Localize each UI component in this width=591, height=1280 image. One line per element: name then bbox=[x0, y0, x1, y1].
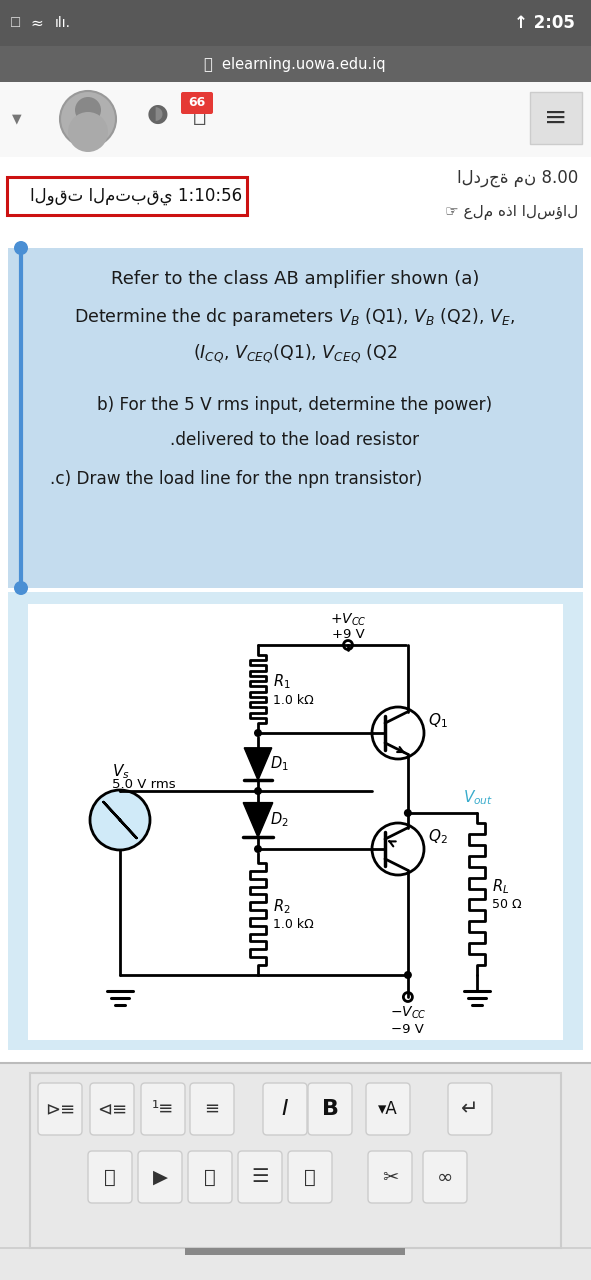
Text: ✂: ✂ bbox=[382, 1167, 398, 1187]
Polygon shape bbox=[244, 748, 272, 781]
Text: .delivered to the load resistor: .delivered to the load resistor bbox=[170, 431, 420, 449]
Text: $+V_{CC}$: $+V_{CC}$ bbox=[330, 612, 366, 628]
Bar bbox=[0, 82, 591, 157]
Text: +9 V: +9 V bbox=[332, 628, 365, 641]
Text: ↵: ↵ bbox=[461, 1100, 479, 1119]
FancyBboxPatch shape bbox=[263, 1083, 307, 1135]
FancyBboxPatch shape bbox=[448, 1083, 492, 1135]
Text: $D_1$: $D_1$ bbox=[270, 755, 289, 773]
Text: الدرجة من 8.00: الدرجة من 8.00 bbox=[457, 169, 578, 187]
Text: ◗: ◗ bbox=[153, 105, 163, 123]
Circle shape bbox=[60, 91, 116, 147]
Text: 1.0 kΩ: 1.0 kΩ bbox=[273, 919, 314, 932]
Bar bbox=[185, 1248, 405, 1254]
Text: ≡: ≡ bbox=[204, 1100, 220, 1117]
Text: $R_L$: $R_L$ bbox=[492, 878, 509, 896]
Text: B: B bbox=[322, 1100, 339, 1119]
FancyBboxPatch shape bbox=[141, 1083, 185, 1135]
Text: .c) Draw the load line for the npn transistor): .c) Draw the load line for the npn trans… bbox=[50, 470, 422, 488]
Text: $R_2$: $R_2$ bbox=[273, 897, 291, 916]
Text: $V_s$: $V_s$ bbox=[112, 762, 130, 781]
Bar bbox=[0, 46, 591, 82]
Text: $(I_{CQ}$, $V_{CEQ}$(Q1), $V_{CEQ}$ (Q2: $(I_{CQ}$, $V_{CEQ}$(Q1), $V_{CEQ}$ (Q2 bbox=[193, 342, 397, 365]
Text: ☐: ☐ bbox=[10, 17, 21, 29]
Text: الوقت المتبقي 1:10:56: الوقت المتبقي 1:10:56 bbox=[30, 187, 242, 205]
Text: ≈: ≈ bbox=[30, 15, 43, 31]
Circle shape bbox=[68, 111, 108, 152]
Text: ▼: ▼ bbox=[12, 113, 22, 125]
Text: ☰: ☰ bbox=[251, 1167, 269, 1187]
FancyBboxPatch shape bbox=[90, 1083, 134, 1135]
Circle shape bbox=[14, 241, 28, 255]
Text: 5.0 V rms: 5.0 V rms bbox=[112, 778, 176, 791]
FancyBboxPatch shape bbox=[423, 1151, 467, 1203]
Text: ●: ● bbox=[147, 102, 169, 125]
Text: 50 Ω: 50 Ω bbox=[492, 899, 522, 911]
Bar bbox=[0, 1062, 591, 1280]
Text: I: I bbox=[282, 1100, 288, 1119]
Text: −9 V: −9 V bbox=[391, 1023, 424, 1036]
Text: Refer to the class AB amplifier shown (a): Refer to the class AB amplifier shown (a… bbox=[111, 270, 479, 288]
Text: ⊲≡: ⊲≡ bbox=[97, 1100, 127, 1117]
Text: ☞ علم هذا السؤال: ☞ علم هذا السؤال bbox=[445, 205, 578, 219]
Bar bbox=[0, 0, 591, 46]
Text: ↑ 2:05: ↑ 2:05 bbox=[514, 14, 575, 32]
FancyBboxPatch shape bbox=[138, 1151, 182, 1203]
Circle shape bbox=[404, 972, 412, 979]
Text: $R_1$: $R_1$ bbox=[273, 673, 291, 691]
Text: b) For the 5 V rms input, determine the power): b) For the 5 V rms input, determine the … bbox=[98, 396, 492, 413]
Text: ılı.: ılı. bbox=[55, 15, 71, 29]
Text: 🖼: 🖼 bbox=[304, 1167, 316, 1187]
Circle shape bbox=[90, 790, 150, 850]
FancyBboxPatch shape bbox=[368, 1151, 412, 1203]
Text: ⏺: ⏺ bbox=[204, 1167, 216, 1187]
Bar bbox=[28, 604, 563, 1039]
FancyBboxPatch shape bbox=[238, 1151, 282, 1203]
Bar bbox=[30, 1073, 561, 1248]
Text: ≡: ≡ bbox=[544, 104, 567, 132]
Text: 🔔: 🔔 bbox=[193, 105, 207, 125]
Text: ¹≡: ¹≡ bbox=[152, 1100, 174, 1117]
Text: ∞: ∞ bbox=[437, 1167, 453, 1187]
Polygon shape bbox=[243, 803, 273, 837]
Bar bbox=[8, 591, 583, 1050]
Text: Determine the dc parameters $V_B$ (Q1), $V_B$ (Q2), $V_E$,: Determine the dc parameters $V_B$ (Q1), … bbox=[74, 306, 515, 328]
FancyBboxPatch shape bbox=[181, 92, 213, 114]
FancyBboxPatch shape bbox=[190, 1083, 234, 1135]
Bar bbox=[530, 92, 582, 143]
Circle shape bbox=[254, 787, 262, 795]
Text: ⊳≡: ⊳≡ bbox=[45, 1100, 75, 1117]
Bar bbox=[7, 177, 247, 215]
Text: 🔒  elearning.uowa.edu.iq: 🔒 elearning.uowa.edu.iq bbox=[204, 56, 386, 72]
FancyBboxPatch shape bbox=[188, 1151, 232, 1203]
FancyBboxPatch shape bbox=[288, 1151, 332, 1203]
Text: $D_2$: $D_2$ bbox=[270, 810, 288, 829]
Text: $-V_{CC}$: $-V_{CC}$ bbox=[389, 1005, 426, 1021]
Circle shape bbox=[404, 809, 412, 817]
Text: $V_{out}$: $V_{out}$ bbox=[463, 788, 493, 808]
FancyBboxPatch shape bbox=[38, 1083, 82, 1135]
Circle shape bbox=[14, 581, 28, 595]
Bar bbox=[8, 248, 583, 588]
Bar bbox=[0, 157, 591, 242]
Text: $Q_1$: $Q_1$ bbox=[428, 712, 448, 731]
FancyBboxPatch shape bbox=[366, 1083, 410, 1135]
Text: $Q_2$: $Q_2$ bbox=[428, 828, 447, 846]
Circle shape bbox=[75, 97, 101, 123]
Text: 1.0 kΩ: 1.0 kΩ bbox=[273, 694, 314, 707]
Text: ▶: ▶ bbox=[152, 1167, 167, 1187]
Circle shape bbox=[254, 730, 262, 737]
Circle shape bbox=[254, 845, 262, 852]
FancyBboxPatch shape bbox=[88, 1151, 132, 1203]
Text: 66: 66 bbox=[189, 96, 206, 110]
FancyBboxPatch shape bbox=[308, 1083, 352, 1135]
Text: ⧉: ⧉ bbox=[104, 1167, 116, 1187]
Text: ▾A: ▾A bbox=[378, 1100, 398, 1117]
